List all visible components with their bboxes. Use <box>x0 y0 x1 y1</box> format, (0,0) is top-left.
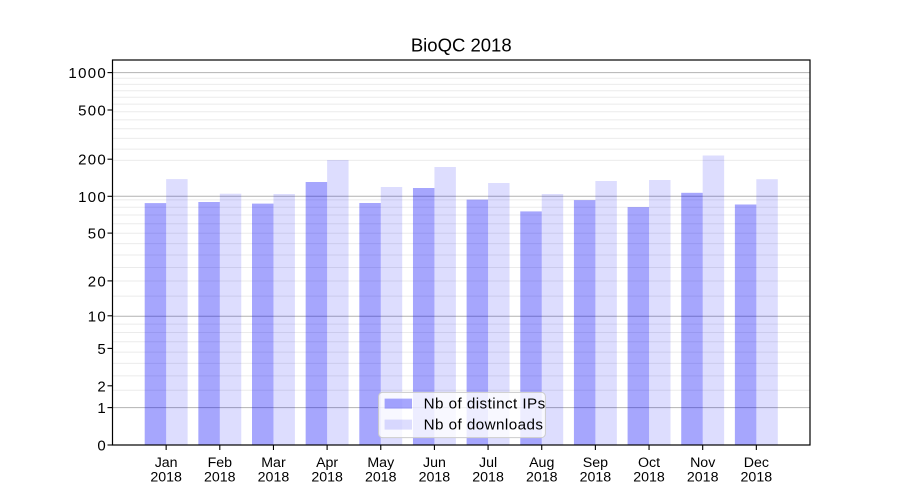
svg-text:Mar: Mar <box>261 455 286 471</box>
svg-text:2: 2 <box>97 378 107 395</box>
svg-text:Feb: Feb <box>208 455 233 471</box>
svg-text:Nov: Nov <box>690 455 716 471</box>
svg-text:100: 100 <box>78 189 107 206</box>
svg-text:2018: 2018 <box>311 469 343 485</box>
svg-text:Aug: Aug <box>529 455 554 471</box>
svg-text:0: 0 <box>97 438 107 455</box>
svg-text:5: 5 <box>97 341 107 358</box>
svg-text:10: 10 <box>88 308 107 325</box>
svg-text:50: 50 <box>88 226 107 243</box>
svg-text:2018: 2018 <box>258 469 290 485</box>
svg-text:Sep: Sep <box>583 455 608 471</box>
svg-text:2018: 2018 <box>633 469 665 485</box>
svg-text:Apr: Apr <box>316 455 338 471</box>
svg-text:2018: 2018 <box>526 469 558 485</box>
svg-text:2018: 2018 <box>204 469 236 485</box>
svg-text:Dec: Dec <box>744 455 769 471</box>
svg-text:2018: 2018 <box>580 469 612 485</box>
svg-text:Jul: Jul <box>479 455 497 471</box>
svg-text:200: 200 <box>78 152 107 169</box>
svg-text:Jan: Jan <box>155 455 178 471</box>
svg-text:2018: 2018 <box>741 469 773 485</box>
svg-text:Oct: Oct <box>638 455 660 471</box>
svg-text:BioQC 2018: BioQC 2018 <box>411 35 512 56</box>
svg-text:Nb of downloads: Nb of downloads <box>424 417 544 434</box>
svg-text:1000: 1000 <box>68 65 107 82</box>
svg-text:2018: 2018 <box>150 469 182 485</box>
svg-text:20: 20 <box>88 273 107 290</box>
svg-text:2018: 2018 <box>419 469 451 485</box>
svg-text:500: 500 <box>78 103 107 120</box>
svg-text:Jun: Jun <box>423 455 446 471</box>
svg-text:2018: 2018 <box>472 469 504 485</box>
svg-text:May: May <box>367 455 395 471</box>
svg-text:1: 1 <box>97 400 107 417</box>
svg-text:Nb of distinct IPs: Nb of distinct IPs <box>424 396 546 413</box>
svg-text:2018: 2018 <box>365 469 397 485</box>
svg-text:2018: 2018 <box>687 469 719 485</box>
